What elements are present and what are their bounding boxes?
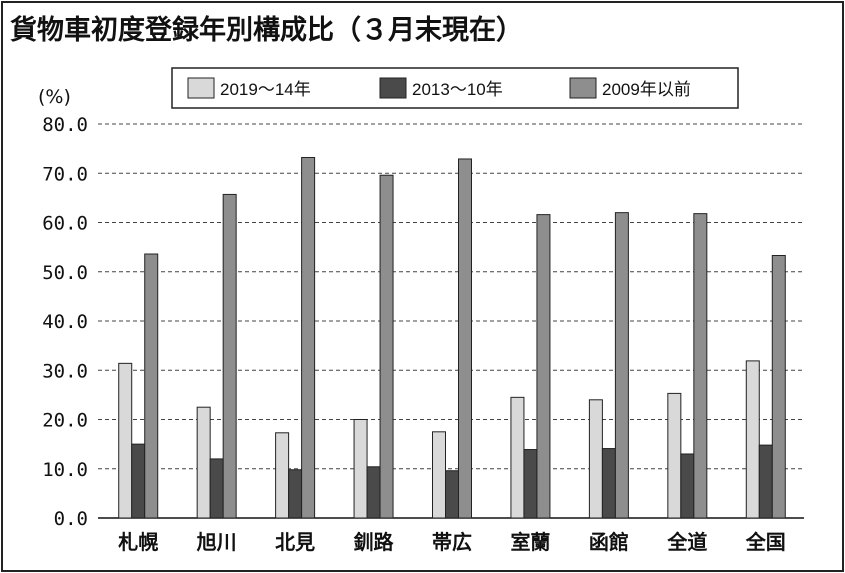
bar [366, 466, 381, 519]
bar [432, 431, 446, 519]
y-tick-label: 50.0 [42, 262, 88, 284]
x-category-label: 帯広 [432, 530, 472, 554]
bar [588, 399, 603, 519]
x-category-label: 釧路 [354, 530, 395, 554]
x-category-label: 室蘭 [510, 530, 550, 554]
bar [536, 214, 551, 519]
legend: 2019～14年 2013～10年 2009年以前 [171, 67, 739, 109]
legend-swatch [569, 77, 597, 99]
bar [196, 406, 211, 519]
x-category-label: 北見 [275, 530, 315, 554]
y-tick-label: 40.0 [42, 311, 88, 333]
bar [209, 458, 224, 519]
x-category-label: 函館 [589, 530, 629, 554]
y-axis-unit: (%) [38, 86, 71, 108]
bar [445, 470, 459, 519]
bar [144, 253, 159, 519]
bar [601, 448, 616, 519]
legend-label: 2009年以前 [602, 80, 691, 99]
x-category-label: 札幌 [117, 530, 158, 554]
x-category-label: 全国 [745, 530, 786, 554]
y-tick-label: 80.0 [42, 114, 88, 136]
bar [288, 469, 303, 519]
bar [614, 212, 629, 519]
bar [745, 360, 760, 519]
y-tick-label: 30.0 [42, 360, 88, 382]
bar [379, 174, 394, 519]
bar [693, 213, 708, 519]
bar [222, 193, 237, 519]
bar [353, 419, 368, 519]
y-tick-label: 0.0 [54, 508, 88, 530]
legend-swatch [187, 77, 215, 99]
bar [680, 453, 695, 519]
x-category-label: 旭川 [196, 530, 237, 554]
y-tick-label: 70.0 [42, 163, 88, 185]
x-axis-categories: 札幌 旭川 北見 釧路 帯広 室蘭 函館 全道 全国 [117, 530, 786, 554]
bar [510, 396, 525, 519]
bar [275, 432, 290, 519]
bars [118, 156, 786, 519]
bar [771, 254, 786, 519]
legend-label: 2019～14年 [220, 80, 311, 99]
y-axis-ticks: 0.0 10.0 20.0 30.0 40.0 50.0 60.0 70.0 80.0 [42, 114, 88, 530]
y-tick-label: 60.0 [42, 213, 88, 235]
bar [523, 449, 538, 519]
bar [301, 156, 316, 519]
y-tick-label: 20.0 [42, 410, 88, 432]
bar [131, 443, 146, 519]
bar [118, 362, 133, 519]
bar [458, 158, 472, 519]
bar [758, 444, 773, 519]
legend-swatch [379, 77, 407, 99]
legend-label: 2013～10年 [412, 80, 503, 99]
chart-title: 貨物車初度登録年別構成比（３月末現在） [10, 15, 523, 46]
x-category-label: 全道 [666, 530, 707, 554]
y-tick-label: 10.0 [42, 459, 88, 481]
legend-box [171, 67, 739, 109]
bar [667, 392, 682, 519]
